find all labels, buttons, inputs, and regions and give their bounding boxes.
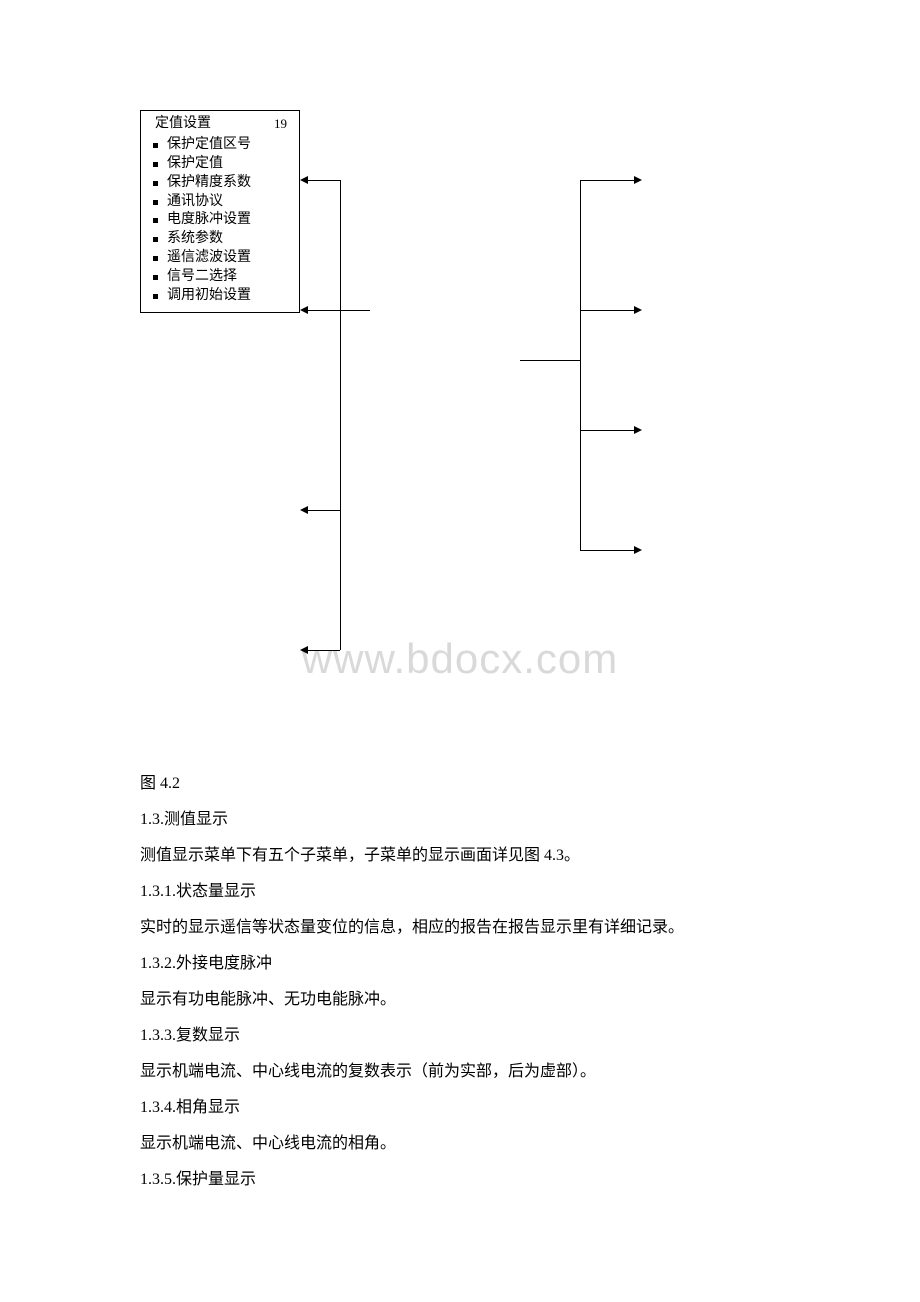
arrow-h [580,550,634,551]
box-num: 19 [274,115,287,134]
arrow-h [340,310,370,311]
box-list: 保护定值区号 保护定值 保护精度系数 通讯协议 电度脉冲设置 系统参数 遥信滤波… [147,136,293,306]
arrow-head [300,176,308,184]
heading: 1.3.测值显示 [140,808,780,832]
list-item: 保护定值区号 [153,136,293,155]
arrow-h [520,360,580,361]
list-item: 遥信滤波设置 [153,249,293,268]
arrow-head [634,426,642,434]
heading: 1.3.3.复数显示 [140,1024,780,1048]
arrow-h [308,510,340,511]
list-item: 系统参数 [153,230,293,249]
paragraph: 实时的显示遥信等状态量变位的信息，相应的报告在报告显示里有详细记录。 [140,916,780,940]
arrow-h [580,180,634,181]
arrow-head [634,176,642,184]
arrow-h [580,310,634,311]
paragraph: 显示机端电流、中心线电流的相角。 [140,1132,780,1156]
arrow-head [300,306,308,314]
paragraph: 测值显示菜单下有五个子菜单，子菜单的显示画面详见图 4.3。 [140,844,780,868]
arrow-head [634,306,642,314]
arrow-trunk-left [340,180,341,650]
heading: 1.3.5.保护量显示 [140,1168,780,1192]
list-item: 调用初始设置 [153,287,293,306]
arrow-trunk-right [580,180,581,550]
box-settings: 定值设置 19 保护定值区号 保护定值 保护精度系数 通讯协议 电度脉冲设置 系… [140,110,300,313]
heading: 1.3.4.相角显示 [140,1096,780,1120]
body-text: 图 4.2 1.3.测值显示 测值显示菜单下有五个子菜单，子菜单的显示画面详见图… [140,772,780,1204]
arrow-h [580,430,634,431]
arrow-head [300,506,308,514]
paragraph: 显示机端电流、中心线电流的复数表示（前为实部，后为虚部）。 [140,1060,780,1084]
paragraph: 显示有功电能脉冲、无功电能脉冲。 [140,988,780,1012]
diagram-container: 测值显示 15 状态量显示 外接电度脉冲 复数显示 相角显示 保护量显示 报告显… [140,110,820,750]
arrow-h [308,180,340,181]
list-item: 通讯协议 [153,193,293,212]
list-item: 保护定值 [153,155,293,174]
heading: 1.3.2.外接电度脉冲 [140,952,780,976]
list-item: 保护精度系数 [153,174,293,193]
list-item: 电度脉冲设置 [153,211,293,230]
list-item: 信号二选择 [153,268,293,287]
arrow-h [308,310,340,311]
heading: 1.3.1.状态量显示 [140,880,780,904]
arrow-head [634,546,642,554]
box-title: 定值设置 [155,115,211,134]
arrow-h [308,650,340,651]
caption: 图 4.2 [140,772,780,796]
arrow-head [300,646,308,654]
